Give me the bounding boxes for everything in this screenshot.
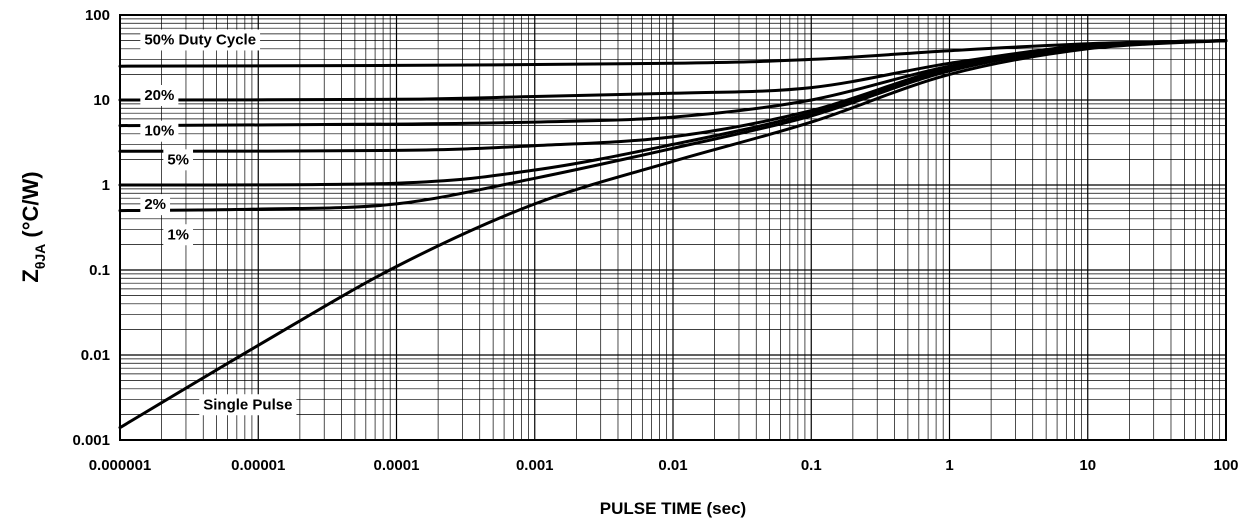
- series-label-bg: [140, 120, 179, 142]
- series-label-bg: [140, 85, 179, 106]
- grid: [119, 15, 1226, 441]
- x-tick-label: 0.000001: [89, 457, 152, 474]
- curve-labels: 50% Duty Cycle 20% 10% 5% 2%1% Single Pulse: [140, 29, 297, 416]
- series-label: 1%: [167, 226, 189, 243]
- x-tick-label: 0.01: [658, 457, 687, 474]
- curves: [118, 39, 1228, 430]
- x-tick-label: 0.0001: [374, 457, 420, 474]
- series-label-bg: [140, 194, 171, 216]
- series-label-group: 2%: [140, 194, 171, 216]
- y-axis-label-main: Z: [18, 269, 43, 282]
- series-label-group: 5%: [163, 149, 194, 171]
- y-tick-label: 10: [93, 92, 110, 109]
- series-curve-50-duty-cycle: [118, 39, 1228, 68]
- x-tick-label: 100: [1213, 457, 1238, 474]
- series-label-bg: [163, 149, 194, 171]
- series-label-bg: [199, 394, 297, 416]
- tick-labels: 0.000001 0.00001 0.0001 0.001 0.01 0.1 1 10 100 0…: [72, 7, 1238, 474]
- x-tick-label: 0.1: [801, 457, 822, 474]
- series-label-bg: [163, 224, 194, 246]
- x-axis-label: PULSE TIME (sec): [600, 499, 746, 518]
- series-label-group: 50% Duty Cycle: [140, 29, 261, 51]
- plot-frame: [119, 14, 1227, 441]
- y-tick-label: 0.001: [72, 432, 110, 449]
- series-label-bg: [140, 29, 261, 51]
- y-tick-label: 1: [102, 177, 110, 194]
- series-label-group: 20%: [140, 85, 179, 106]
- series-label: 5%: [167, 151, 189, 168]
- series-label: 20%: [144, 87, 174, 104]
- y-tick-label: 0.01: [81, 347, 110, 364]
- x-tick-label: 0.00001: [231, 457, 285, 474]
- series-label-group: 10%: [140, 120, 179, 142]
- y-axis-label-unit: (°C/W): [18, 171, 43, 243]
- series-label: 10%: [144, 123, 174, 140]
- y-tick-label: 100: [85, 7, 110, 24]
- y-tick-label: 0.1: [89, 262, 110, 279]
- series-curve-single-pulse: [118, 39, 1228, 430]
- series-label: 2%: [144, 196, 166, 213]
- x-tick-label: 1: [945, 457, 953, 474]
- series-label: Single Pulse: [203, 396, 292, 413]
- series-label-group: Single Pulse: [199, 394, 297, 416]
- y-axis-label: ZθJA (°C/W): [18, 171, 48, 282]
- x-tick-label: 10: [1079, 457, 1096, 474]
- x-tick-label: 0.001: [516, 457, 554, 474]
- series-label: 50% Duty Cycle: [144, 31, 256, 48]
- y-axis-label-sub: θJA: [32, 244, 48, 269]
- series-curve-1-: [118, 39, 1228, 213]
- series-label-group: 1%: [163, 224, 194, 246]
